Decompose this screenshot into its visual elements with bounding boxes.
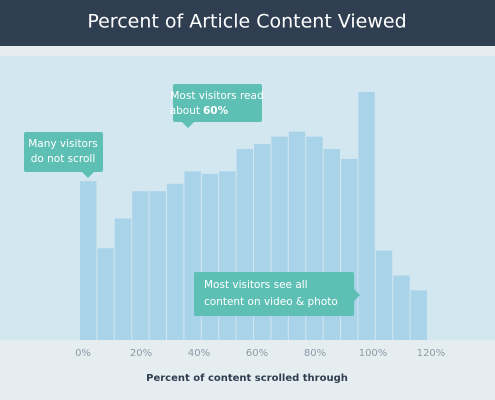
- x-tick-label: 0%: [75, 348, 91, 359]
- x-axis: 0% 20% 40% 60% 80% 100% 120%: [75, 348, 446, 359]
- header: [0, 0, 495, 46]
- callout-box: [194, 272, 354, 316]
- bar: [375, 250, 393, 340]
- annotation-text: 60%: [203, 105, 229, 117]
- annotation: Most visitors read about 60%: [170, 84, 264, 128]
- annotation: Many visitors do not scroll: [24, 132, 103, 178]
- annotation-text: Many visitors: [28, 138, 98, 150]
- annotation-text: Most visitors see all: [204, 279, 308, 291]
- annotation-text: content on video & photo: [204, 296, 338, 308]
- annotation: Most visitors see all content on video &…: [194, 272, 360, 316]
- bar: [114, 218, 132, 340]
- callout-box: [24, 132, 103, 172]
- bar: [80, 181, 97, 340]
- annotation-text: about: [170, 105, 200, 117]
- callout-pointer: [182, 122, 194, 128]
- x-tick-label: 80%: [304, 348, 326, 359]
- chart-title: Percent of Article Content Viewed: [87, 11, 406, 33]
- callout-pointer: [82, 172, 94, 178]
- annotation-text: do not scroll: [31, 153, 96, 165]
- bar: [97, 248, 114, 340]
- bar: [393, 275, 410, 340]
- bar: [149, 191, 166, 340]
- x-tick-label: 100%: [359, 348, 388, 359]
- x-axis-label: Percent of content scrolled through: [146, 373, 348, 384]
- x-tick-label: 20%: [130, 348, 152, 359]
- callout-box: [173, 84, 262, 122]
- bar: [358, 92, 375, 340]
- x-tick-label: 60%: [246, 348, 268, 359]
- x-tick-label: 120%: [417, 348, 446, 359]
- callout-pointer: [354, 289, 360, 301]
- bar: [132, 191, 149, 340]
- x-tick-label: 40%: [188, 348, 210, 359]
- bar: [167, 183, 184, 340]
- bar: [410, 290, 427, 340]
- annotation-text: Most visitors read: [170, 90, 263, 102]
